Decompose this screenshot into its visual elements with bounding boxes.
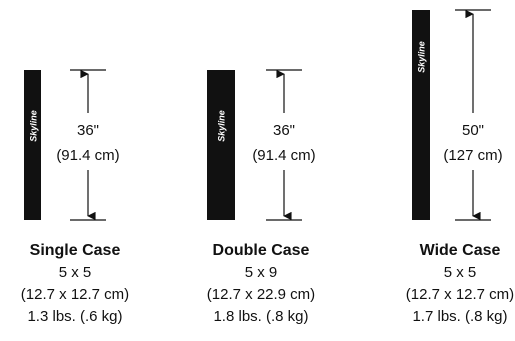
double-case-size-metric: (12.7 x 22.9 cm): [206, 286, 316, 303]
wide-height-label: 50": [462, 122, 484, 139]
wide-case-dimension: 50" (127 cm): [443, 9, 503, 221]
wide-height-metric: (127 cm): [443, 147, 502, 164]
wide-case-bar: [412, 10, 430, 220]
double-case-bar: [207, 70, 235, 220]
wide-case-graphic: Skyline: [412, 10, 430, 220]
wide-case-logo: Skyline: [417, 41, 427, 73]
wide-case-caption: Wide Case 5 x 5 (12.7 x 12.7 cm) 1.7 lbs…: [385, 240, 515, 328]
single-height-label: 36": [77, 122, 99, 139]
single-case-name: Single Case: [29, 242, 121, 259]
single-case-bar: [24, 70, 41, 220]
wide-case-weight: 1.7 lbs. (.8 kg): [412, 308, 508, 325]
double-case-logo: Skyline: [217, 110, 227, 142]
double-case-caption: Double Case 5 x 9 (12.7 x 22.9 cm) 1.8 l…: [186, 240, 336, 328]
double-case-graphic: Skyline: [207, 70, 235, 220]
double-case-size: 5 x 9: [244, 264, 278, 281]
wide-case-size-metric: (12.7 x 12.7 cm): [405, 286, 515, 303]
double-case-weight: 1.8 lbs. (.8 kg): [213, 308, 309, 325]
wide-case-name: Wide Case: [419, 242, 501, 259]
single-case-caption: Single Case 5 x 5 (12.7 x 12.7 cm) 1.3 l…: [0, 240, 150, 328]
wide-case-size: 5 x 5: [443, 264, 477, 281]
double-case-dimension: 36" (91.4 cm): [252, 69, 316, 221]
double-height-label: 36": [273, 122, 295, 139]
single-height-metric: (91.4 cm): [56, 147, 119, 164]
single-case-dimension: 36" (91.4 cm): [56, 69, 120, 221]
double-height-metric: (91.4 cm): [252, 147, 315, 164]
single-case-logo: Skyline: [29, 110, 39, 142]
single-case-size-metric: (12.7 x 12.7 cm): [20, 286, 130, 303]
single-case-size: 5 x 5: [58, 264, 92, 281]
single-case-weight: 1.3 lbs. (.6 kg): [27, 308, 123, 325]
double-case-name: Double Case: [212, 242, 310, 259]
single-case-graphic: Skyline: [24, 70, 41, 220]
